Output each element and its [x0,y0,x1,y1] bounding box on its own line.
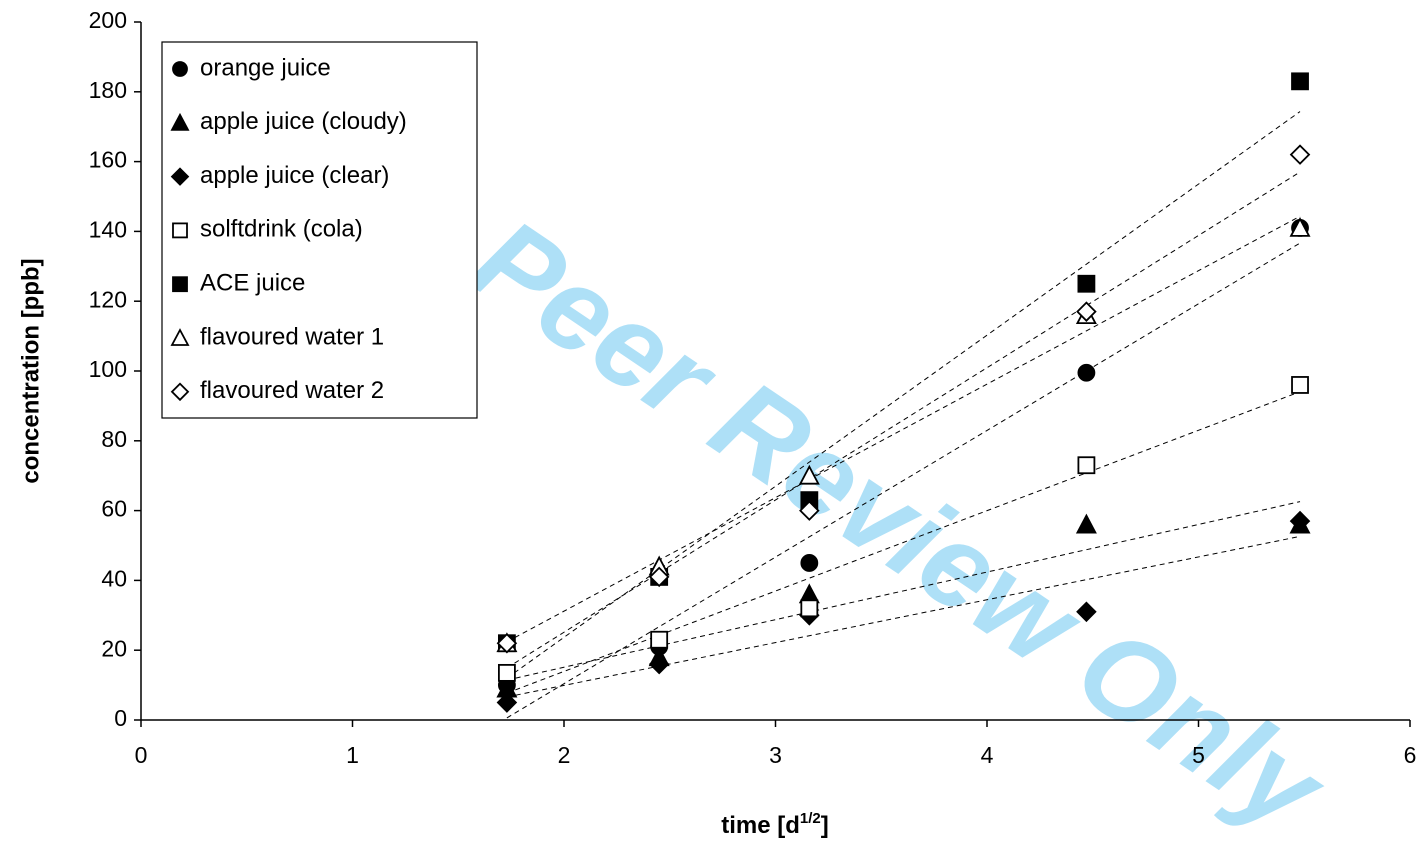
y-tick-label: 200 [89,7,127,33]
x-tick-label: 3 [769,742,782,768]
x-tick-label: 0 [135,742,148,768]
point [1291,72,1309,91]
point [1289,216,1311,237]
point [800,599,819,618]
trendline [506,501,1301,681]
legend-marker [172,222,188,239]
legend-label: flavoured water 2 [200,377,384,404]
point [798,464,820,485]
point [799,500,820,521]
legend-marker [170,112,190,131]
x-tick-label: 1 [346,742,359,768]
trendline [506,111,1301,679]
point [648,566,670,588]
y-tick-label: 0 [114,705,127,731]
point [1289,144,1311,165]
point [650,630,669,649]
legend-marker [170,328,190,346]
legend-marker [170,382,190,402]
trendline [506,242,1301,719]
y-tick-label: 180 [89,77,127,103]
point [1076,601,1097,623]
y-tick-label: 120 [89,286,127,312]
point [800,554,819,572]
point [1076,301,1097,322]
legend-marker [172,276,188,293]
x-tick-label: 4 [981,742,994,768]
legend-label: apple juice (clear) [200,162,389,189]
legend-label: solftdrink (cola) [200,216,363,243]
point [1077,363,1096,382]
x-axis-title-text: time [d [721,812,800,839]
x-tick-label: 5 [1192,742,1205,768]
point [496,632,518,654]
legend-box [161,41,478,419]
y-tick-label: 100 [89,356,127,382]
x-tick-label: 2 [558,742,571,768]
legend-label: orange juice [200,54,331,81]
y-tick-label: 20 [101,635,127,661]
point [1077,274,1096,293]
legend-label: flavoured water 1 [200,323,384,350]
trendline [506,171,1301,669]
point [1291,376,1309,394]
point [1075,513,1097,534]
y-tick-label: 40 [101,565,127,591]
point [648,653,670,675]
y-tick-label: 60 [101,496,127,522]
x-axis-title: time [d1/2] [721,810,829,839]
y-tick-label: 140 [89,216,127,242]
point [496,692,518,713]
x-axis-title-end: ] [821,812,829,839]
x-axis-title-sup: 1/2 [800,810,821,827]
trendline [506,391,1301,694]
legend-label: apple juice (cloudy) [200,108,407,135]
point [1289,510,1311,532]
y-tick-label: 160 [89,147,127,173]
y-axis-title: concentration [ppb] [17,258,44,483]
y-tick-label: 80 [101,426,127,452]
legend-marker [170,167,190,186]
point [497,663,516,682]
legend-label: ACE juice [200,270,305,297]
trendline [506,215,1301,643]
x-tick-label: 6 [1404,742,1417,768]
legend-marker [172,61,188,77]
point [1077,456,1096,475]
